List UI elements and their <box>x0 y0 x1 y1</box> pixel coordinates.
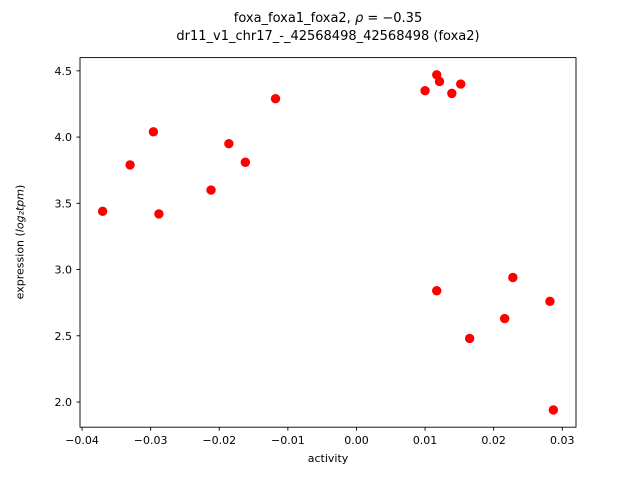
rho-symbol: ρ <box>354 11 364 26</box>
y-tick-label: 3.5 <box>55 197 73 210</box>
data-point <box>97 206 108 216</box>
chart-title: foxa_foxa1_foxa2, ρ = −0.35 dr11_v1_chr1… <box>80 10 576 46</box>
x-tick-label: −0.04 <box>65 434 99 447</box>
data-point <box>499 313 510 324</box>
y-label-math: log₂tpm <box>13 188 27 233</box>
plot-area <box>79 57 577 428</box>
data-point <box>447 88 457 99</box>
x-tick-label: 0.01 <box>413 434 438 447</box>
data-point <box>270 93 281 104</box>
chart-title-line1: foxa_foxa1_foxa2, ρ = −0.35 <box>80 10 576 28</box>
data-point <box>224 139 234 149</box>
x-tick-label: −0.02 <box>202 434 236 447</box>
rho-value: = −0.35 <box>363 11 423 26</box>
data-point <box>148 127 159 137</box>
data-point <box>420 86 430 96</box>
y-tick-label: 4.5 <box>55 65 73 78</box>
data-point <box>548 405 559 415</box>
data-point <box>206 185 216 195</box>
data-point <box>545 296 555 307</box>
data-point <box>508 272 518 283</box>
data-point <box>154 209 164 219</box>
y-tick-label: 2.0 <box>55 396 73 409</box>
data-point <box>464 333 475 344</box>
data-point <box>432 286 442 296</box>
y-axis-label: expression (log₂tpm) <box>14 185 27 300</box>
data-point <box>434 76 445 87</box>
x-tick-label: −0.03 <box>134 434 168 447</box>
y-label-suffix: ) <box>13 184 27 189</box>
y-label-prefix: expression ( <box>13 232 27 300</box>
x-tick-label: 0.03 <box>550 434 575 447</box>
data-point <box>240 157 251 167</box>
x-axis-label: activity <box>307 452 349 465</box>
y-tick-label: 4.0 <box>55 131 73 144</box>
title-text: foxa_foxa1_foxa2, <box>233 11 355 26</box>
y-tick-label: 2.5 <box>55 330 73 343</box>
data-point <box>456 79 466 89</box>
chart-title-line2: dr11_v1_chr17_-_42568498_42568498 (foxa2… <box>176 29 480 45</box>
y-tick-label: 3.0 <box>55 264 73 277</box>
data-point <box>125 160 135 170</box>
x-tick-label: −0.01 <box>271 434 305 447</box>
x-tick-label: 0.02 <box>481 434 506 447</box>
x-tick-label: 0.00 <box>344 434 369 447</box>
